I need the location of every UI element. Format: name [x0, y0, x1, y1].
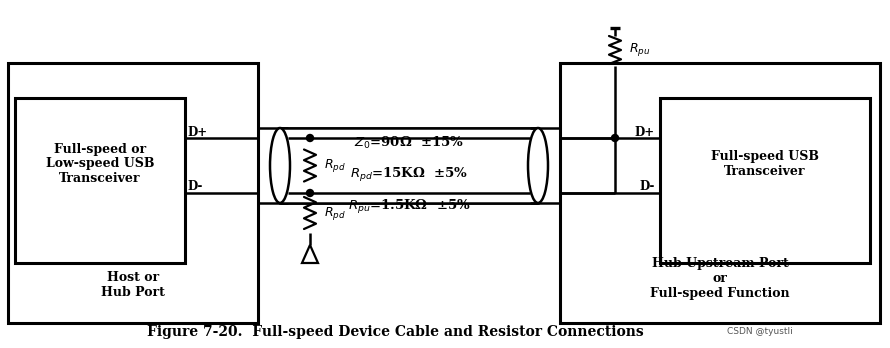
Text: D-: D-	[187, 181, 202, 193]
Text: D+: D+	[635, 126, 655, 139]
Text: Full-speed or
Low-speed USB
Transceiver: Full-speed or Low-speed USB Transceiver	[45, 142, 154, 185]
Circle shape	[306, 190, 313, 197]
Ellipse shape	[528, 128, 548, 203]
Bar	[15, 98, 185, 263]
Circle shape	[611, 134, 619, 142]
Bar	[280, 128, 538, 203]
Text: Hub Upstream Port
or
Full-speed Function: Hub Upstream Port or Full-speed Function	[651, 256, 789, 300]
Text: Figure 7-20.  Full-speed Device Cable and Resistor Connections: Figure 7-20. Full-speed Device Cable and…	[147, 325, 643, 339]
Text: $R_{pd}$: $R_{pd}$	[324, 157, 346, 174]
Text: D+: D+	[187, 126, 207, 139]
Text: D-: D-	[640, 181, 655, 193]
Bar	[560, 63, 880, 323]
Text: CSDN @tyustli: CSDN @tyustli	[727, 327, 793, 337]
Bar	[8, 63, 258, 323]
Text: Host or
Hub Port: Host or Hub Port	[101, 271, 165, 299]
Text: Full-speed USB
Transceiver: Full-speed USB Transceiver	[711, 150, 819, 178]
Ellipse shape	[270, 128, 290, 203]
Text: $Z_0$=90Ω  ±15%: $Z_0$=90Ω ±15%	[354, 135, 464, 151]
Text: $R_{pd}$=15KΩ  ±5%: $R_{pd}$=15KΩ ±5%	[350, 166, 468, 184]
Bar	[660, 98, 870, 263]
Circle shape	[306, 134, 313, 142]
Text: $R_{pu}$=1.5KΩ  ±5%: $R_{pu}$=1.5KΩ ±5%	[348, 198, 470, 216]
Text: $R_{pd}$: $R_{pd}$	[324, 205, 346, 221]
Text: $R_{pu}$: $R_{pu}$	[629, 41, 651, 58]
